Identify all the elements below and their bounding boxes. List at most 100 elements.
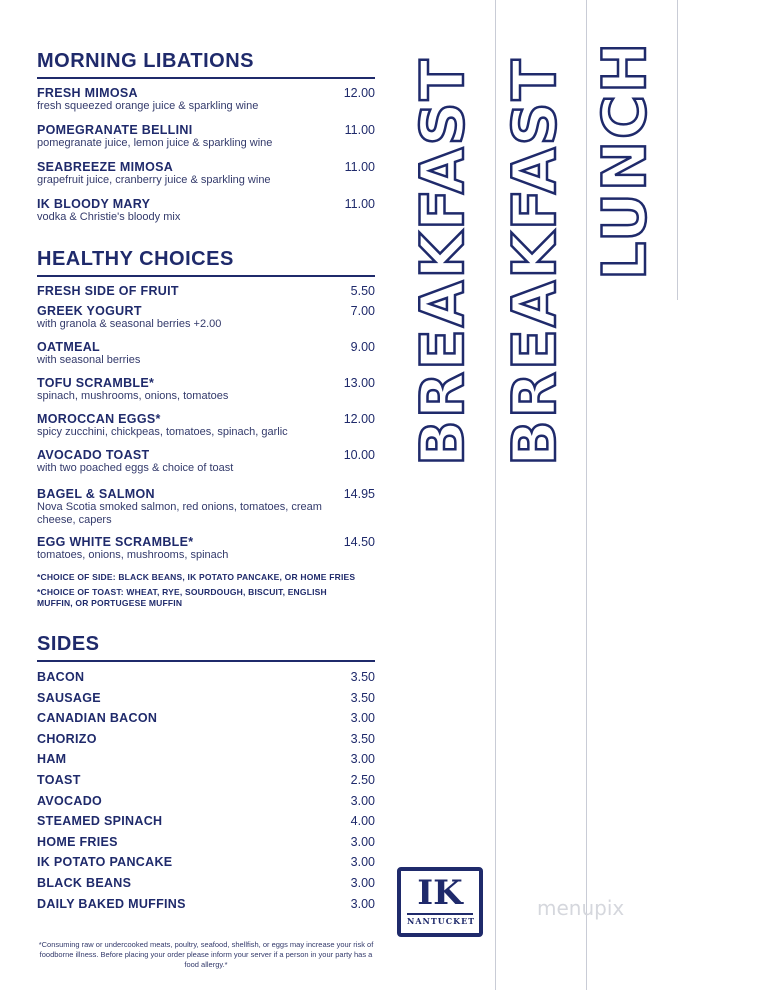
side-item: DAILY BAKED MUFFINS 3.00 <box>37 897 375 918</box>
ik-nantucket-logo: IK NANTUCKET <box>397 867 483 937</box>
item-desc: with seasonal berries <box>37 354 141 366</box>
item-name: IK BLOODY MARY <box>37 197 151 211</box>
item-price: 11.00 <box>344 197 375 211</box>
item-name: CANADIAN BACON <box>37 711 158 726</box>
item-price: 3.00 <box>350 896 375 911</box>
menu-item: BAGEL & SALMON 14.95 Nova Scotia smoked … <box>37 487 375 527</box>
item-desc: with two poached eggs & choice of toast <box>37 462 234 474</box>
side-item: CHORIZO 3.50 <box>37 732 375 753</box>
item-desc: spinach, mushrooms, onions, tomatoes <box>37 390 229 402</box>
item-name: TOFU SCRAMBLE* <box>37 376 155 390</box>
item-name: HAM <box>37 752 67 767</box>
choice-of-toast-note: *CHOICE OF TOAST: WHEAT, RYE, SOURDOUGH,… <box>37 587 327 608</box>
side-item: AVOCADO 3.00 <box>37 794 375 815</box>
tab-breakfast-1[interactable]: BREAKFAST <box>407 56 480 467</box>
item-price: 12.00 <box>343 412 375 426</box>
item-name: POMEGRANATE BELLINI <box>37 123 193 137</box>
item-price: 3.00 <box>350 855 375 870</box>
item-price: 7.00 <box>350 304 375 318</box>
section-healthy-choices: HEALTHY CHOICES FRESH SIDE OF FRUIT 5.50… <box>37 248 375 609</box>
item-name: BACON <box>37 670 85 684</box>
item-name: DAILY BAKED MUFFINS <box>37 896 186 911</box>
item-name: FRESH MIMOSA <box>37 86 138 100</box>
item-price: 3.00 <box>350 752 375 767</box>
menu-item: EGG WHITE SCRAMBLE* 14.50 tomatoes, onio… <box>37 535 375 562</box>
section-sides: SIDES BACON 3.50 SAUSAGE 3.50 CANADIAN BAC… <box>37 633 375 917</box>
item-price: 3.50 <box>350 690 375 705</box>
tab-divider-1 <box>495 0 496 990</box>
item-price: 10.00 <box>343 448 375 462</box>
item-price: 11.00 <box>344 123 375 137</box>
menu-item: FRESH MIMOSA 12.00 fresh squeezed orange… <box>37 86 375 113</box>
item-desc: vodka & Christie's bloody mix <box>37 211 181 223</box>
section-title: HEALTHY CHOICES <box>37 248 375 277</box>
item-price: 3.50 <box>350 731 375 746</box>
tab-divider-3 <box>677 0 678 300</box>
item-price: 3.50 <box>350 670 375 684</box>
side-item: SAUSAGE 3.50 <box>37 691 375 712</box>
item-price: 11.00 <box>344 160 375 174</box>
food-safety-disclaimer: *Consuming raw or undercooked meats, pou… <box>38 940 374 969</box>
item-name: IK POTATO PANCAKE <box>37 855 173 870</box>
item-name: BAGEL & SALMON <box>37 487 155 501</box>
side-item: IK POTATO PANCAKE 3.00 <box>37 855 375 876</box>
menu-item: SEABREEZE MIMOSA 11.00 grapefruit juice,… <box>37 160 375 187</box>
item-desc: with granola & seasonal berries +2.00 <box>37 318 222 330</box>
item-name: SEABREEZE MIMOSA <box>37 160 174 174</box>
side-item: BACON 3.50 <box>37 670 375 691</box>
item-name: CHORIZO <box>37 731 97 746</box>
menu-item: OATMEAL 9.00 with seasonal berries <box>37 340 375 367</box>
item-name: AVOCADO <box>37 793 103 808</box>
item-price: 4.00 <box>350 814 375 829</box>
item-name: EGG WHITE SCRAMBLE* <box>37 535 194 549</box>
side-item: STEAMED SPINACH 4.00 <box>37 814 375 835</box>
sides-list: BACON 3.50 SAUSAGE 3.50 CANADIAN BACON 3.00… <box>37 670 375 917</box>
item-price: 12.00 <box>343 86 375 100</box>
side-item: HAM 3.00 <box>37 752 375 773</box>
item-desc: pomegranate juice, lemon juice & sparkli… <box>37 137 273 149</box>
item-name: STEAMED SPINACH <box>37 814 163 829</box>
item-name: OATMEAL <box>37 340 100 354</box>
item-price: 3.00 <box>350 711 375 726</box>
item-price: 3.00 <box>350 875 375 890</box>
side-item: HOME FRIES 3.00 <box>37 835 375 856</box>
item-desc: spicy zucchini, chickpeas, tomatoes, spi… <box>37 426 288 438</box>
item-desc: fresh squeezed orange juice & sparkling … <box>37 100 259 112</box>
logo-subtext: NANTUCKET <box>407 913 474 926</box>
item-name: SAUSAGE <box>37 690 101 705</box>
item-desc: tomatoes, onions, mushrooms, spinach <box>37 549 229 561</box>
item-price: 14.50 <box>343 535 375 549</box>
logo-initials: IK <box>417 873 463 913</box>
menu-item: POMEGRANATE BELLINI 11.00 pomegranate ju… <box>37 123 375 150</box>
item-name: FRESH SIDE OF FRUIT <box>37 284 179 298</box>
section-title: SIDES <box>37 633 375 662</box>
menu-item: IK BLOODY MARY 11.00 vodka & Christie's … <box>37 197 375 224</box>
menu-item: FRESH SIDE OF FRUIT 5.50 <box>37 284 375 298</box>
menu-item: MOROCCAN EGGS* 12.00 spicy zucchini, chi… <box>37 412 375 439</box>
item-price: 9.00 <box>350 340 375 354</box>
item-price: 3.00 <box>350 793 375 808</box>
item-price: 13.00 <box>343 376 375 390</box>
item-desc: Nova Scotia smoked salmon, red onions, t… <box>37 501 322 526</box>
menupix-watermark: menupix <box>537 896 625 920</box>
side-item: BLACK BEANS 3.00 <box>37 876 375 897</box>
item-name: TOAST <box>37 772 81 787</box>
item-name: AVOCADO TOAST <box>37 448 150 462</box>
item-price: 2.50 <box>350 772 375 787</box>
item-name: HOME FRIES <box>37 834 118 849</box>
side-item: CANADIAN BACON 3.00 <box>37 711 375 732</box>
section-morning-libations: MORNING LIBATIONS FRESH MIMOSA 12.00 fre… <box>37 50 375 224</box>
choice-of-side-note: *CHOICE OF SIDE: BLACK BEANS, IK POTATO … <box>37 572 356 582</box>
tab-breakfast-2[interactable]: BREAKFAST <box>499 56 572 467</box>
tab-lunch[interactable]: LUNCH <box>589 39 662 281</box>
item-name: BLACK BEANS <box>37 875 132 890</box>
tab-divider-2 <box>586 0 587 990</box>
menu-item: GREEK YOGURT 7.00 with granola & seasona… <box>37 304 375 331</box>
section-title: MORNING LIBATIONS <box>37 50 375 79</box>
item-desc: grapefruit juice, cranberry juice & spar… <box>37 174 271 186</box>
side-item: TOAST 2.50 <box>37 773 375 794</box>
item-name: MOROCCAN EGGS* <box>37 412 161 426</box>
menu-item: TOFU SCRAMBLE* 13.00 spinach, mushrooms,… <box>37 376 375 403</box>
item-price: 14.95 <box>343 487 375 501</box>
item-name: GREEK YOGURT <box>37 304 142 318</box>
